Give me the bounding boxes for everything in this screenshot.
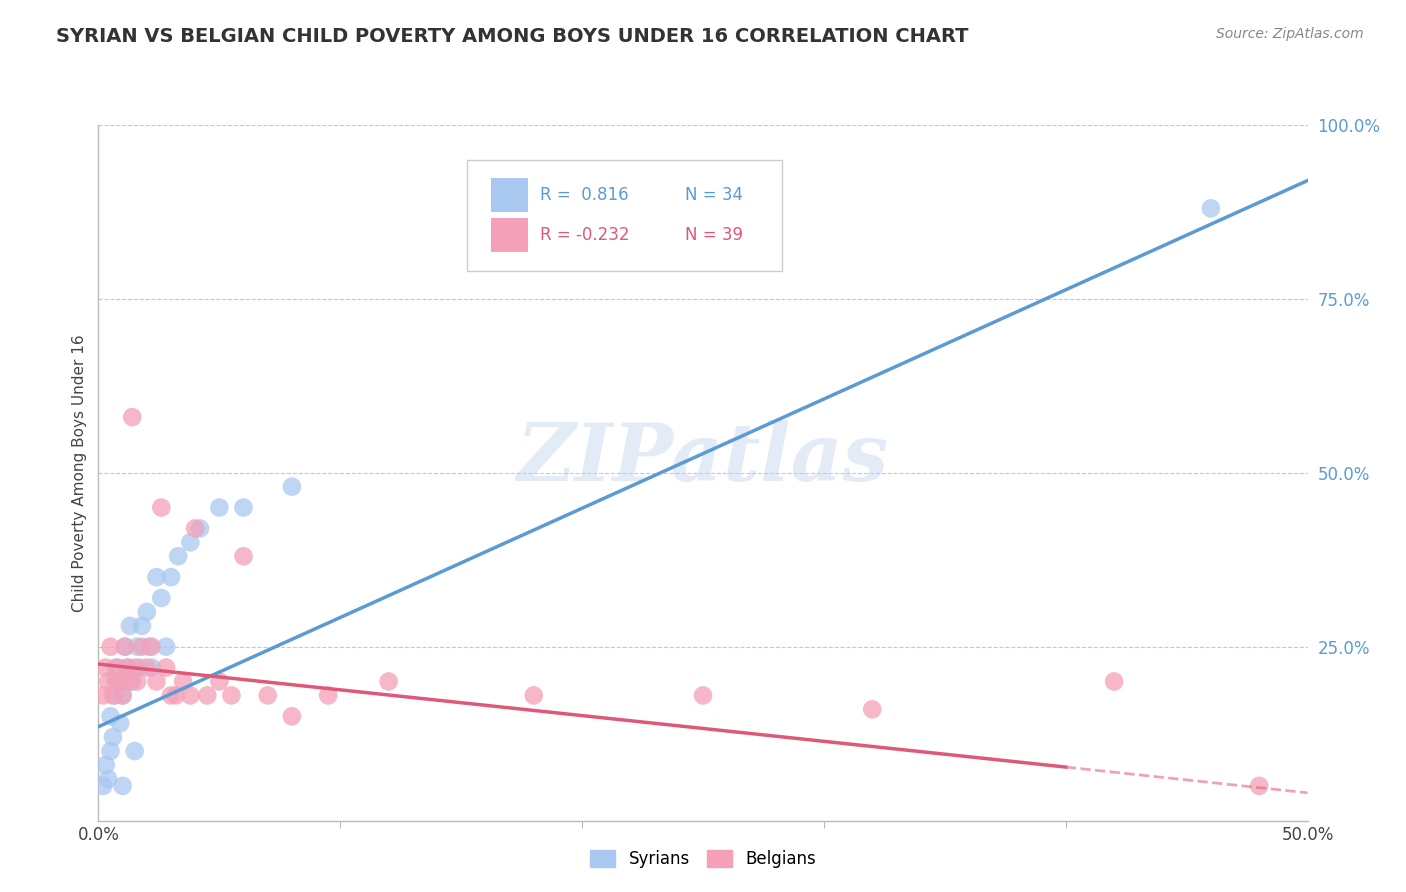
Text: ZIPatlas: ZIPatlas: [517, 420, 889, 498]
Point: [160, 570, 183, 584]
Point: [316, 689, 339, 703]
Text: R = -0.232: R = -0.232: [540, 226, 630, 244]
Point: [124, 744, 146, 758]
Bar: [492, 219, 527, 252]
Point: [141, 660, 163, 674]
Point: [108, 674, 131, 689]
Point: [150, 500, 173, 515]
Point: [135, 660, 157, 674]
Point: [114, 640, 136, 654]
Point: [150, 591, 173, 605]
Point: [523, 689, 546, 703]
Point: [114, 640, 136, 654]
Point: [111, 689, 134, 703]
Point: [94, 758, 117, 772]
Point: [377, 674, 399, 689]
Point: [179, 535, 201, 549]
Point: [121, 674, 143, 689]
Point: [188, 521, 211, 535]
Point: [107, 660, 129, 674]
Point: [117, 660, 139, 674]
Point: [108, 716, 131, 731]
Point: [155, 640, 177, 654]
Point: [145, 570, 167, 584]
Point: [91, 779, 114, 793]
Point: [124, 660, 146, 674]
Point: [281, 480, 304, 494]
Point: [1249, 779, 1271, 793]
Point: [860, 702, 883, 716]
Point: [145, 674, 167, 689]
Point: [256, 689, 278, 703]
FancyBboxPatch shape: [467, 160, 782, 271]
Point: [118, 619, 141, 633]
Text: N = 39: N = 39: [685, 226, 742, 244]
Point: [127, 640, 149, 654]
Point: [184, 521, 207, 535]
Text: Source: ZipAtlas.com: Source: ZipAtlas.com: [1216, 27, 1364, 41]
Point: [1199, 202, 1222, 216]
Point: [208, 674, 231, 689]
Point: [127, 674, 149, 689]
Point: [104, 689, 127, 703]
Bar: [492, 178, 527, 212]
Point: [94, 660, 117, 674]
Point: [97, 772, 120, 786]
Point: [692, 689, 714, 703]
Point: [100, 744, 122, 758]
Point: [111, 689, 134, 703]
Point: [101, 689, 124, 703]
Point: [281, 709, 304, 723]
Point: [195, 689, 218, 703]
Point: [131, 640, 153, 654]
Point: [107, 674, 129, 689]
Point: [135, 605, 157, 619]
Point: [131, 619, 153, 633]
Point: [165, 689, 187, 703]
Point: [101, 730, 124, 744]
Point: [179, 689, 201, 703]
Y-axis label: Child Poverty Among Boys Under 16: Child Poverty Among Boys Under 16: [72, 334, 87, 612]
Point: [121, 410, 143, 425]
Point: [221, 689, 243, 703]
Point: [1102, 674, 1125, 689]
Point: [111, 779, 134, 793]
Point: [208, 500, 231, 515]
Point: [91, 689, 114, 703]
Point: [97, 674, 120, 689]
Point: [138, 640, 160, 654]
Legend: Syrians, Belgians: Syrians, Belgians: [583, 843, 823, 875]
Text: R =  0.816: R = 0.816: [540, 186, 628, 204]
Text: N = 34: N = 34: [685, 186, 742, 204]
Point: [141, 640, 163, 654]
Point: [160, 689, 183, 703]
Text: SYRIAN VS BELGIAN CHILD POVERTY AMONG BOYS UNDER 16 CORRELATION CHART: SYRIAN VS BELGIAN CHILD POVERTY AMONG BO…: [56, 27, 969, 45]
Point: [117, 660, 139, 674]
Point: [232, 500, 254, 515]
Point: [118, 674, 141, 689]
Point: [100, 640, 122, 654]
Point: [100, 709, 122, 723]
Point: [155, 660, 177, 674]
Point: [128, 660, 150, 674]
Point: [172, 674, 194, 689]
Point: [167, 549, 190, 564]
Point: [104, 674, 127, 689]
Point: [232, 549, 254, 564]
Point: [104, 660, 127, 674]
